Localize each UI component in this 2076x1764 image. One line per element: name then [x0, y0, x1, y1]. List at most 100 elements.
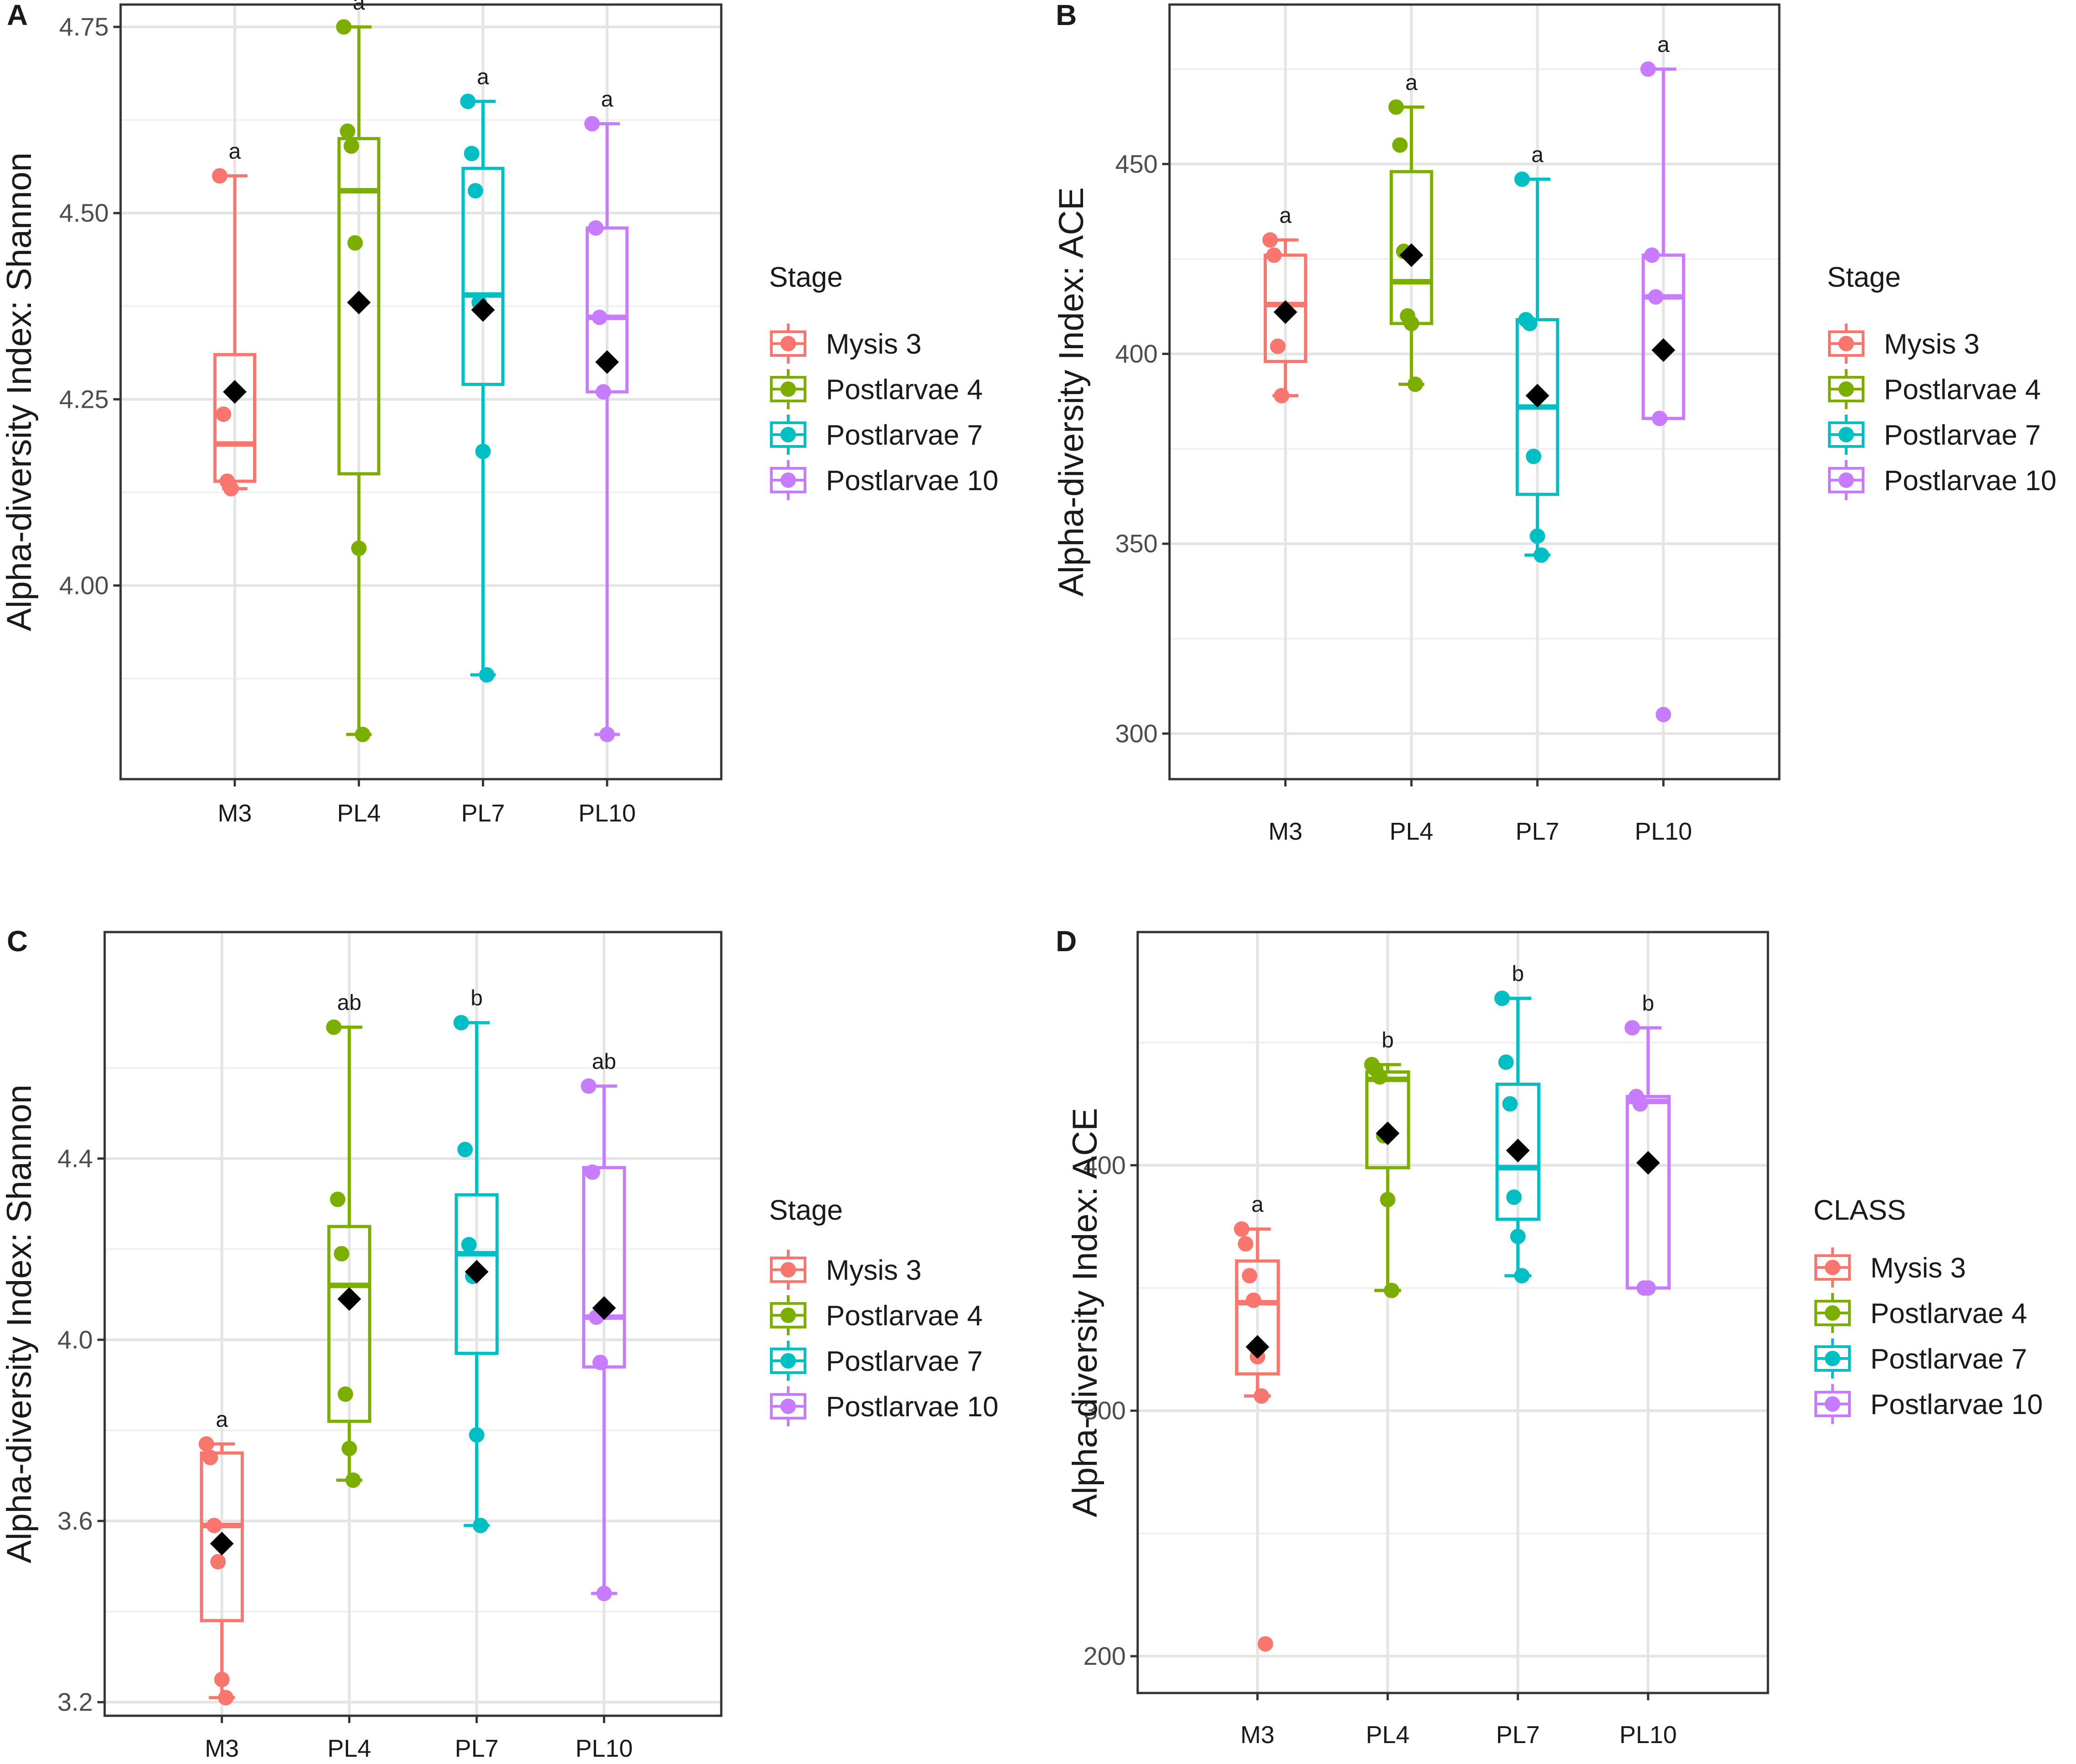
data-point — [345, 1472, 361, 1488]
data-point — [1238, 1236, 1254, 1252]
mean-marker — [1273, 300, 1297, 324]
data-point — [212, 168, 228, 184]
x-tick-label: PL7 — [1515, 818, 1559, 845]
legend-key — [1814, 1338, 1851, 1379]
y-tick-label: 400 — [1115, 340, 1158, 368]
significance-label: a — [1531, 143, 1544, 167]
legend-label: Postlarvae 4 — [1870, 1298, 2027, 1329]
data-point — [475, 443, 491, 459]
data-point — [479, 667, 495, 683]
data-point — [1648, 289, 1664, 305]
legend-title: Stage — [769, 262, 843, 293]
y-tick-label: 4.00 — [59, 571, 109, 600]
legend: Stage Mysis 3 Postlarvae 4 Postlarvae 7 Post… — [1827, 262, 2056, 500]
legend-title: Stage — [769, 1195, 843, 1226]
box-body — [461, 167, 505, 386]
mean-marker — [1651, 338, 1676, 362]
y-axis-label: Alpha-diversity Index: ACE — [1052, 187, 1091, 597]
data-point — [336, 19, 352, 35]
legend-key-point — [1825, 1351, 1840, 1366]
plot-background — [1138, 932, 1768, 1693]
plot-border — [103, 931, 723, 1717]
y-tick-label: 3.2 — [57, 1688, 93, 1716]
data-point — [1388, 99, 1404, 115]
legend-key — [1814, 1293, 1851, 1333]
legend-label: Postlarvae 7 — [826, 1346, 983, 1377]
data-point — [341, 1440, 357, 1456]
legend-key-point — [780, 427, 796, 442]
legend-key-point — [1825, 1396, 1840, 1412]
legend-label: Postlarvae 10 — [826, 1391, 998, 1423]
legend-label: Postlarvae 4 — [1884, 374, 2041, 406]
data-point — [467, 183, 483, 199]
y-tick-label: 350 — [1115, 529, 1158, 558]
significance-label: a — [601, 87, 613, 112]
panel-letter: B — [1056, 0, 1077, 31]
box-pl4: a — [336, 0, 380, 742]
data-point — [1644, 247, 1660, 263]
y-tick-label: 4.4 — [57, 1144, 93, 1173]
data-point — [1407, 376, 1423, 392]
y-axis-label: Alpha-diversity Index: ACE — [1066, 1108, 1104, 1517]
panel-B: a a a a 300 350 400 450 M3 PL4 PL7 PL10 Alpha-divers… — [1052, 0, 2056, 845]
significance-label: b — [471, 986, 483, 1010]
box-body — [1235, 1259, 1280, 1376]
data-point — [453, 1015, 469, 1031]
panel-A: a a a a 4.00 4.25 4.50 4.75 M3 PL4 PL7 PL10 Alpha-di… — [0, 0, 998, 827]
data-point — [1403, 315, 1419, 331]
y-axis-label: Alpha-diversity Index: Shannon — [0, 152, 39, 631]
legend-key-point — [1825, 1260, 1840, 1275]
data-point — [584, 116, 600, 132]
mean-marker — [1376, 1121, 1400, 1146]
data-point — [1380, 1191, 1396, 1207]
data-point — [1372, 1069, 1388, 1085]
box-pl4: ab — [326, 991, 371, 1488]
y-axis-label: Alpha-diversity Index: Shannon — [0, 1085, 39, 1563]
legend-label: Mysis 3 — [1870, 1252, 1966, 1284]
significance-label: a — [1251, 1193, 1264, 1217]
box-pl7: a — [1514, 143, 1560, 563]
panel-letter: C — [7, 925, 28, 958]
data-point — [1510, 1228, 1526, 1244]
data-point — [599, 726, 615, 742]
box-m3: a — [198, 1408, 244, 1706]
box-pl7: a — [460, 65, 505, 683]
significance-label: a — [1279, 203, 1291, 228]
x-tick-label: PL10 — [575, 1735, 633, 1762]
data-point — [584, 1164, 600, 1180]
data-point — [596, 1586, 612, 1602]
legend-key-point — [780, 381, 796, 397]
x-tick-label: M3 — [205, 1735, 239, 1762]
box-body — [455, 1193, 499, 1355]
data-point — [1384, 1282, 1400, 1298]
legend-key — [1814, 1247, 1851, 1288]
box-pl4: b — [1364, 1028, 1410, 1298]
data-point — [1234, 1221, 1250, 1237]
plot-background — [105, 932, 721, 1716]
data-point — [210, 1554, 226, 1570]
legend-key — [770, 460, 806, 500]
legend-label: Mysis 3 — [826, 1255, 922, 1286]
significance-label: a — [229, 139, 241, 163]
legend-key — [770, 415, 806, 455]
legend-label: Postlarvae 7 — [1870, 1343, 2027, 1375]
mean-marker — [223, 380, 247, 404]
data-point — [1266, 247, 1282, 263]
data-point — [1640, 61, 1656, 77]
data-point — [595, 384, 611, 400]
data-point — [223, 481, 239, 497]
significance-label: a — [1657, 33, 1670, 57]
plot-border — [1168, 3, 1781, 781]
y-tick-label: 300 — [1115, 719, 1158, 748]
box-body — [1365, 1070, 1410, 1170]
data-point — [218, 1690, 234, 1706]
mean-marker — [592, 1296, 616, 1320]
data-point — [344, 138, 360, 154]
data-point — [1274, 388, 1290, 404]
data-point — [216, 406, 232, 422]
legend-key-point — [780, 1308, 796, 1323]
x-tick-label: PL7 — [455, 1735, 498, 1762]
y-tick-label: 4.75 — [59, 12, 109, 41]
legend-label: Postlarvae 10 — [1884, 465, 2056, 497]
mean-marker — [1399, 243, 1423, 267]
